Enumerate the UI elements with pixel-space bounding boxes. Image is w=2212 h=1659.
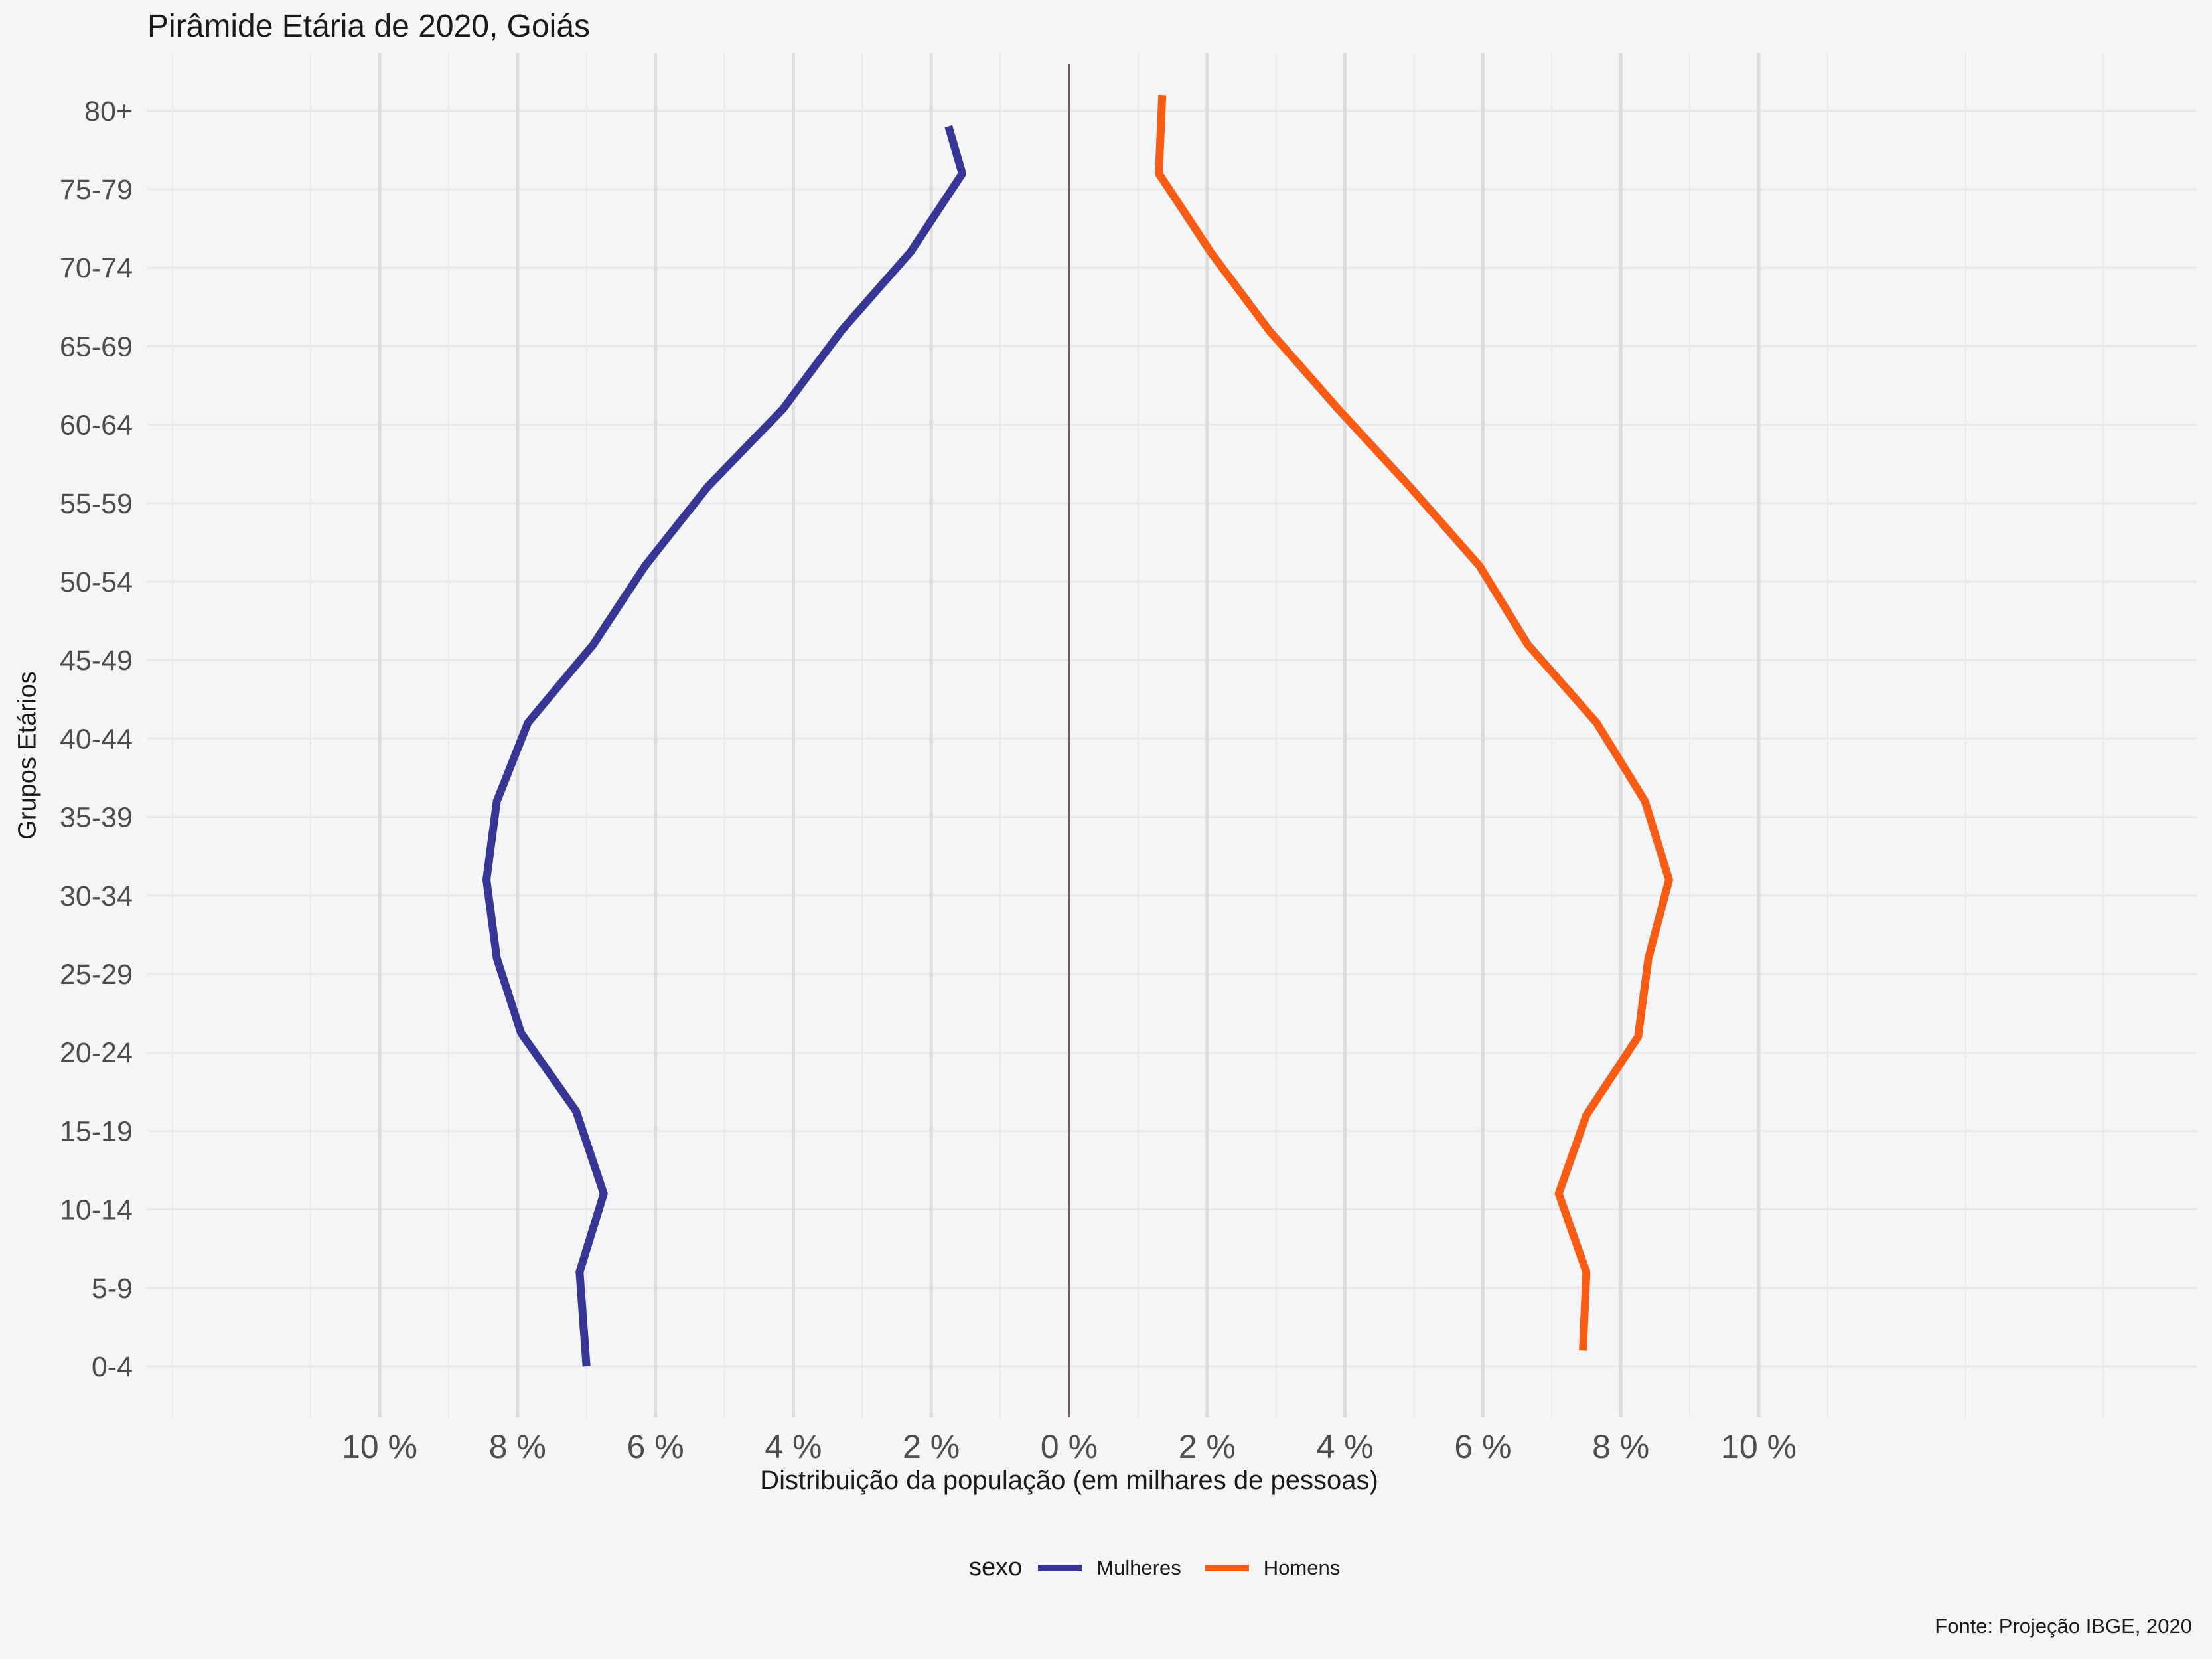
x-tick-label: 6 % bbox=[627, 1428, 684, 1465]
x-tick-label: 2 % bbox=[1179, 1428, 1236, 1465]
y-tick-label: 65-69 bbox=[60, 331, 133, 362]
legend-title: sexo bbox=[969, 1553, 1023, 1581]
y-tick-label: 75-79 bbox=[60, 174, 133, 206]
y-tick-label: 60-64 bbox=[60, 410, 133, 441]
legend-label-mulheres: Mulheres bbox=[1096, 1555, 1181, 1579]
y-tick-label: 15-19 bbox=[60, 1115, 133, 1147]
y-tick-labels: 0-4 5-9 10-14 15-19 20-24 25-29 30-34 35-39 40-4… bbox=[60, 96, 133, 1383]
legend-item-mulheres: Mulheres bbox=[1038, 1556, 1181, 1580]
series-line-homens bbox=[1155, 94, 1673, 1351]
y-tick-label: 20-24 bbox=[60, 1037, 133, 1069]
series-line-mulheres bbox=[482, 125, 966, 1367]
y-tick-label: 30-34 bbox=[60, 880, 133, 912]
y-tick-label: 55-59 bbox=[60, 488, 133, 520]
x-tick-label: 10 % bbox=[342, 1428, 417, 1465]
y-tick-label: 50-54 bbox=[60, 566, 133, 598]
x-tick-label: 6 % bbox=[1454, 1428, 1511, 1465]
series-lines bbox=[482, 94, 1673, 1367]
y-tick-label: 35-39 bbox=[60, 802, 133, 834]
major-gridlines bbox=[378, 53, 1761, 1417]
chart-title: Pirâmide Etária de 2020, Goiás bbox=[147, 9, 591, 44]
y-tick-label: 25-29 bbox=[60, 959, 133, 990]
x-tick-label: 4 % bbox=[765, 1428, 822, 1465]
y-tick-label: 70-74 bbox=[60, 252, 133, 284]
x-tick-label: 10 % bbox=[1721, 1428, 1797, 1465]
y-tick-label: 45-49 bbox=[60, 645, 133, 676]
legend-swatch-mulheres bbox=[1038, 1564, 1082, 1571]
legend-label-homens: Homens bbox=[1263, 1555, 1341, 1579]
x-tick-labels: 10 % 8 % 6 % 4 % 2 % 0 % 2 % 4 % 6 % 8 % 10 % bbox=[342, 1428, 1797, 1465]
x-tick-label: 8 % bbox=[489, 1428, 546, 1465]
legend: sexo Mulheres Homens bbox=[969, 1553, 1364, 1582]
legend-swatch-homens bbox=[1205, 1564, 1249, 1571]
minor-gridlines bbox=[147, 53, 2197, 1417]
x-tick-label: 4 % bbox=[1317, 1428, 1374, 1465]
y-tick-label: 0-4 bbox=[92, 1351, 133, 1383]
y-tick-label: 5-9 bbox=[92, 1273, 133, 1304]
y-axis-title: Grupos Etários bbox=[13, 671, 42, 840]
x-tick-label: 0 % bbox=[1041, 1428, 1098, 1465]
y-tick-label: 80+ bbox=[84, 96, 133, 127]
x-tick-label: 2 % bbox=[903, 1428, 960, 1465]
source-caption: Fonte: Projeção IBGE, 2020 bbox=[1935, 1615, 2192, 1638]
x-axis-title: Distribuição da população (em milhares d… bbox=[760, 1466, 1378, 1495]
x-tick-label: 8 % bbox=[1592, 1428, 1649, 1465]
y-tick-label: 40-44 bbox=[60, 723, 133, 755]
legend-item-homens: Homens bbox=[1205, 1556, 1340, 1580]
y-tick-label: 10-14 bbox=[60, 1194, 133, 1226]
